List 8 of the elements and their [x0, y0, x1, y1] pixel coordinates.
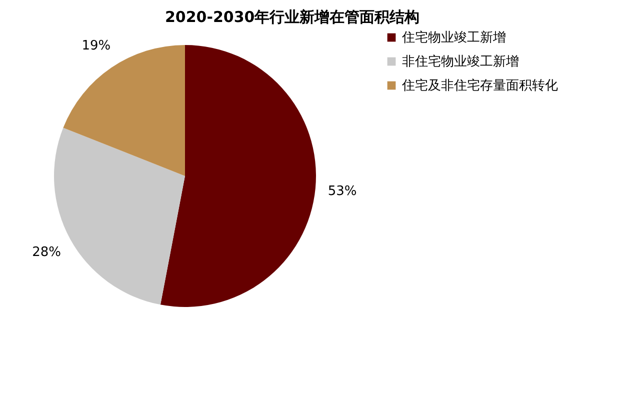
data-label: 28%: [32, 245, 61, 260]
pie-slice: [160, 45, 316, 307]
data-label: 19%: [82, 38, 111, 54]
chart-title: 2020-2030年行业新增在管面积结构: [165, 8, 420, 26]
legend-label: 非住宅物业竣工新增: [402, 54, 519, 70]
legend-label: 住宅及非住宅存量面积转化: [401, 78, 558, 94]
data-label: 53%: [328, 184, 357, 199]
legend-label: 住宅物业竣工新增: [401, 30, 506, 46]
